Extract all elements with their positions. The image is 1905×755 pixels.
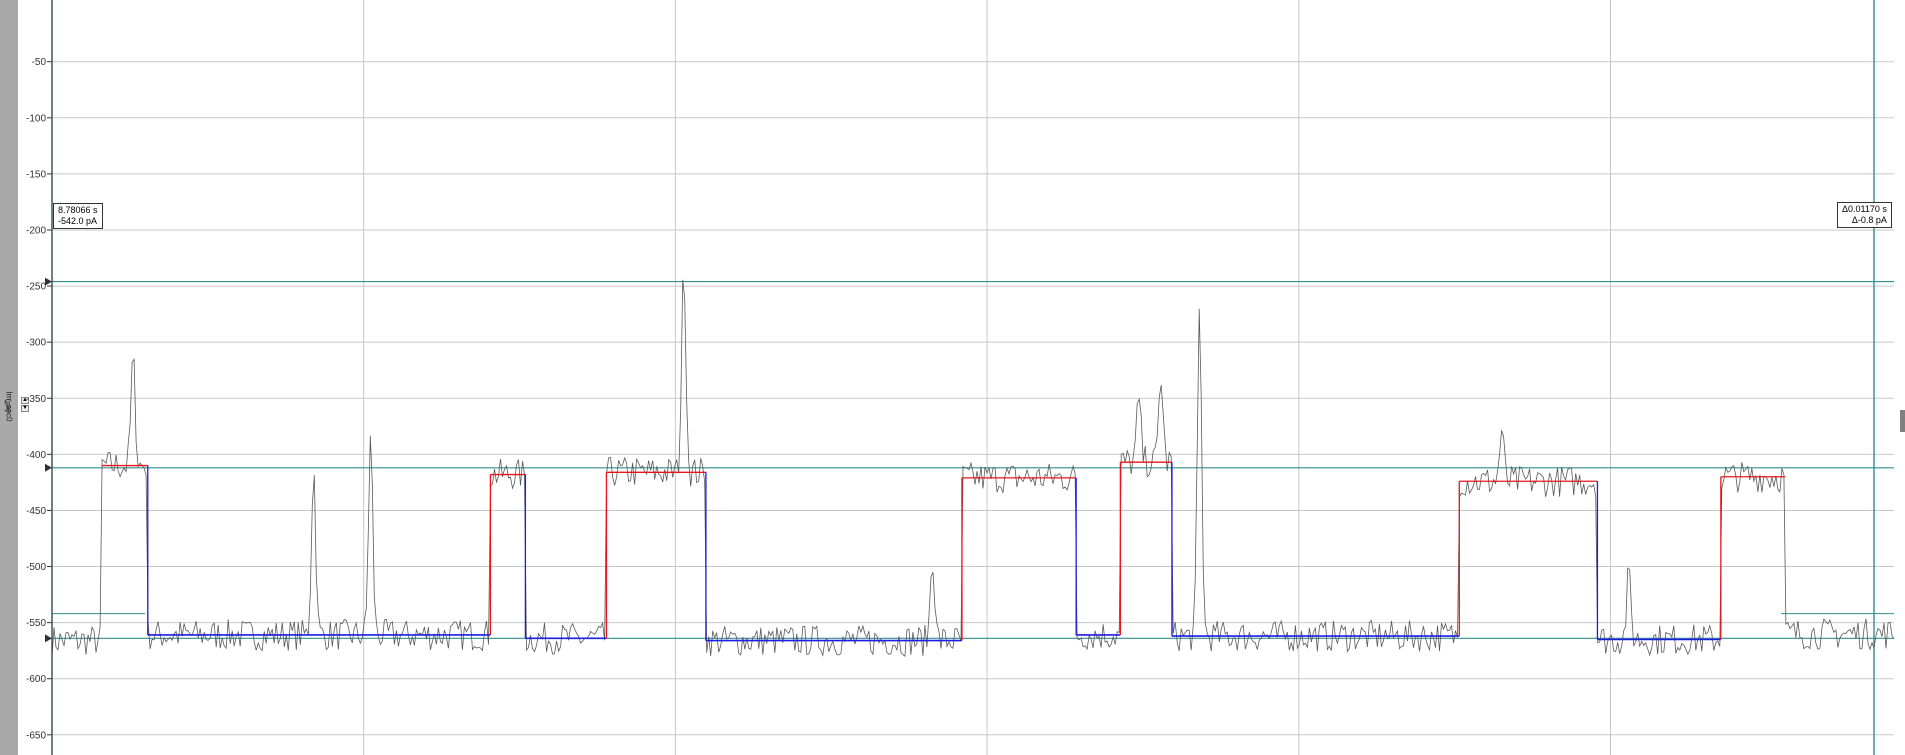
raw-current-trace [51,279,1895,657]
raw-trace-layer [51,279,1895,657]
y-tick-label: -250 [26,282,46,293]
left-panel-strip [0,0,18,755]
y-tick-label: -550 [26,618,46,629]
cursor-handle-icon[interactable] [45,463,52,472]
y-tick-label: -500 [26,562,46,573]
cursor-readout-left[interactable]: 8.78066 s -542.0 pA [53,203,103,229]
scale-down-arrow-icon[interactable]: ▼ [21,405,29,412]
right-scroll-handle[interactable] [1900,410,1905,432]
y-tick-label: -600 [26,674,46,685]
idealized-fit-layer [101,461,1786,642]
cursor-readout-right-time: Δ0.01170 s [1842,204,1887,214]
scale-up-arrow-icon[interactable]: ▲ [21,397,29,404]
cursor-lines [45,0,1894,755]
y-tick-label: -350 [26,394,46,405]
y-tick-label: -650 [26,730,46,741]
cursor-readout-left-current: -542.0 pA [58,216,98,226]
y-tick-label: -300 [26,338,46,349]
y-tick-label: -150 [26,169,46,180]
cursor-readout-left-time: 8.78066 s [58,205,98,215]
y-tick-labels: -50 -100 -150 -200 -250 -300 -350 -400 -450 -500 -… [26,57,52,741]
cursor-handle-icon[interactable] [45,277,52,286]
cursor-readout-right[interactable]: Δ0.01170 s Δ-0.8 pA [1837,202,1892,228]
y-tick-label: -450 [26,506,46,517]
cursor-readout-right-current: Δ-0.8 pA [1851,215,1887,225]
y-tick-label: -100 [26,113,46,124]
y-tick-label: -400 [26,450,46,461]
cursor-handle-icon[interactable] [45,634,52,643]
y-tick-label: -50 [32,57,47,68]
y-tick-label: -200 [26,225,46,236]
grid-lines [52,0,1894,755]
